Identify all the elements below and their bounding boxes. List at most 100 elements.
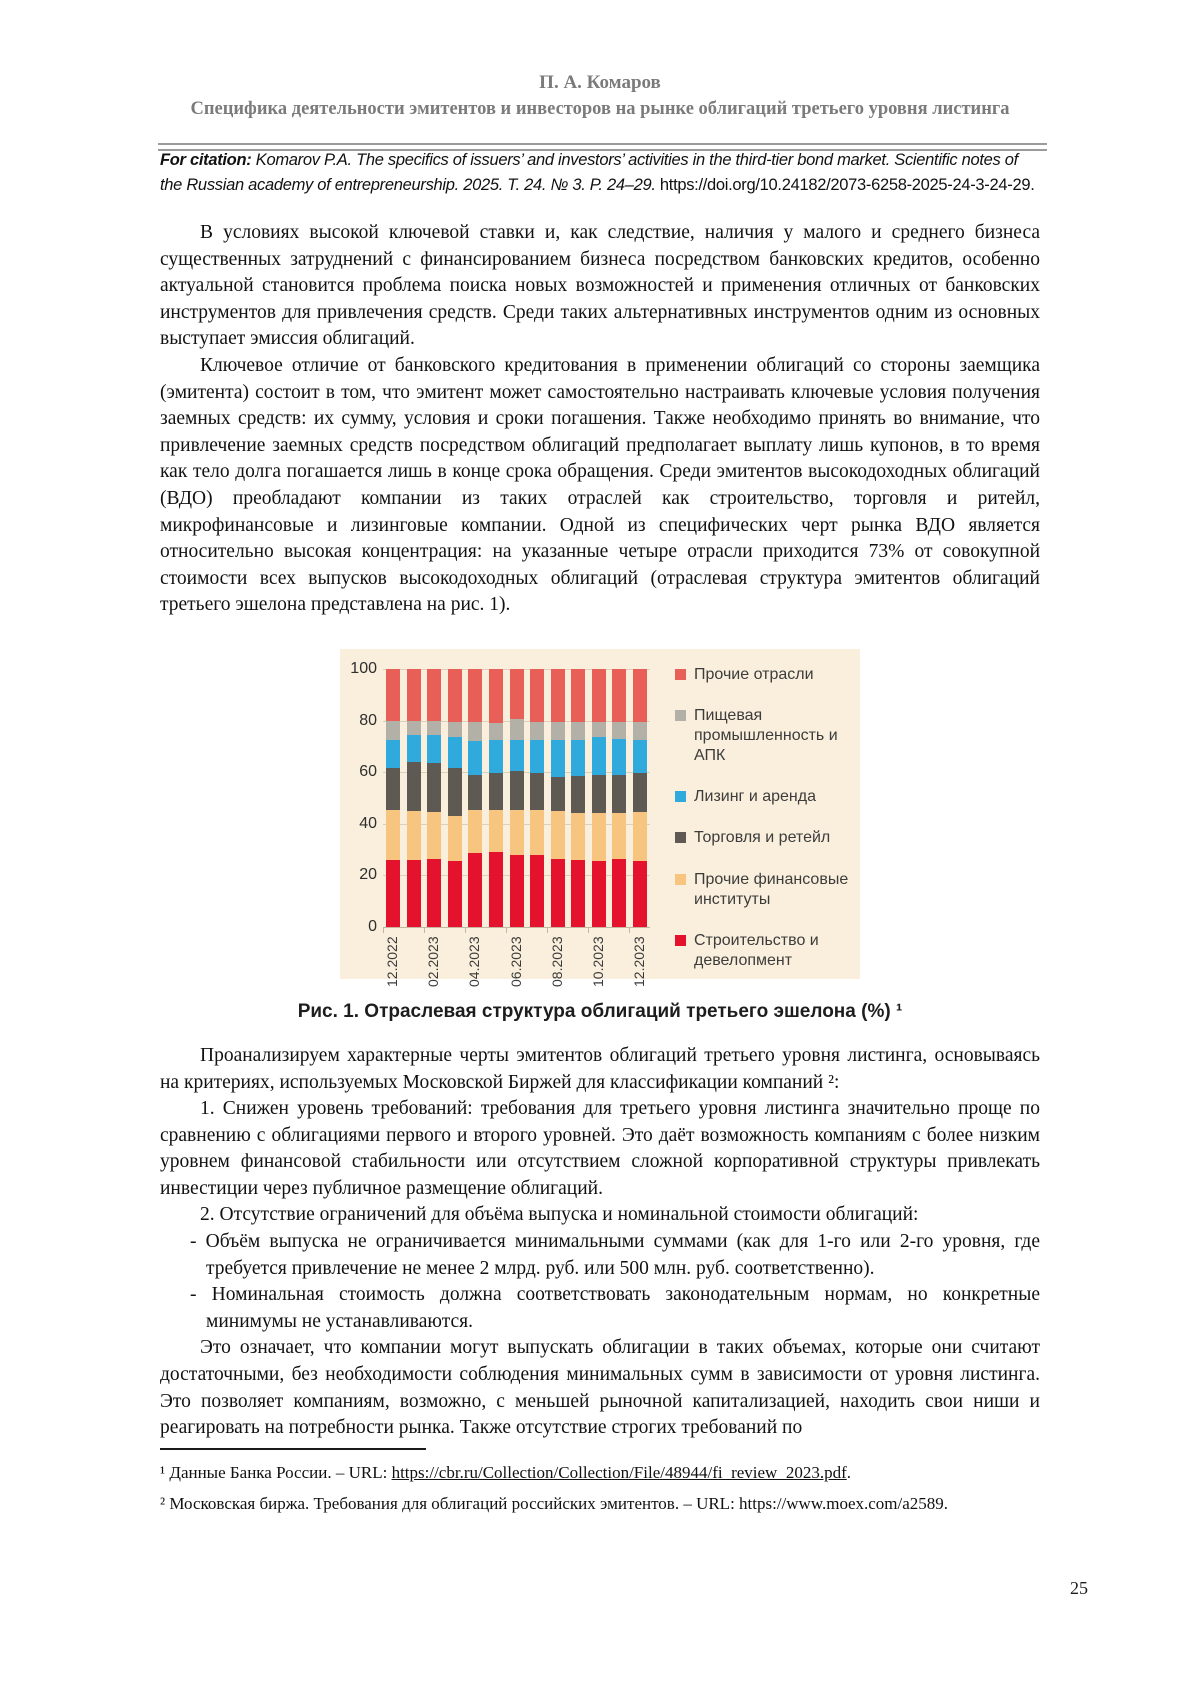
running-head-author: П. А. Комаров — [539, 72, 661, 93]
stacked-bar-12.2022 — [386, 668, 401, 927]
chart-y-tick-label: 20 — [359, 866, 377, 884]
chart-y-tick-label: 60 — [359, 763, 377, 781]
bar-segment — [632, 739, 647, 774]
bar-segment — [550, 668, 565, 722]
bar-segment — [488, 668, 503, 724]
bar-segment — [427, 812, 442, 859]
bar-segment — [386, 720, 401, 740]
bar-segment — [591, 813, 606, 862]
chart-y-tick-label: 80 — [359, 711, 377, 729]
bar-segment — [571, 668, 586, 722]
bar-segment — [612, 721, 627, 739]
bar-segment — [447, 737, 462, 769]
legend-swatch-icon — [675, 710, 686, 722]
bar-segment — [591, 721, 606, 738]
bar-segment — [488, 809, 503, 853]
bar-segment — [612, 858, 627, 927]
legend-swatch-icon — [675, 873, 686, 885]
bar-segment — [632, 773, 647, 813]
bar-segment — [612, 774, 627, 814]
bar-segment — [550, 810, 565, 859]
legend-item: Прочие отрасли — [675, 665, 853, 685]
citation-text: Komarov P.A. The specifics of issuers’ a… — [160, 151, 1018, 194]
bar-segment — [550, 858, 565, 927]
bar-segment — [571, 739, 586, 776]
bar-segment — [550, 721, 565, 740]
bar-segment — [427, 720, 442, 735]
citation-block: For citation: Komarov P.A. The specifics… — [160, 148, 1040, 198]
legend-label: Лизинг и аренда — [694, 788, 816, 806]
bar-segment — [468, 809, 483, 854]
footnote-2: ² Московская биржа. Требования для облиг… — [160, 1494, 949, 1513]
bar-segment — [509, 809, 524, 855]
chart-x-tick-label: 12.2023 — [630, 936, 647, 987]
bar-segment — [550, 739, 565, 778]
bar-segment — [632, 861, 647, 927]
bar-segment — [406, 761, 421, 811]
chart-x-tick-label: 10.2023 — [589, 936, 606, 987]
paragraph-bonds-vs-credit: Ключевое отличие от банковского кредитов… — [160, 354, 1040, 616]
running-head-title: Специфика деятельности эмитентов и инвес… — [190, 99, 1010, 119]
figure-1: 0 20 40 60 80 100 12.2022 02.2023 04.2023 06.2023… — [160, 648, 1040, 1023]
legend-swatch-icon — [675, 791, 686, 803]
legend-label: Прочие финансовые институты — [694, 870, 849, 908]
bar-segment — [530, 668, 545, 722]
bar-segment — [468, 774, 483, 810]
bar-segment — [571, 721, 586, 740]
bar-segment — [488, 773, 503, 810]
bar-segment — [386, 768, 401, 810]
chart-x-tick-mark — [383, 926, 384, 933]
stacked-bar-08.2023 — [550, 668, 565, 927]
bar-segment — [591, 737, 606, 775]
figure-chart: 0 20 40 60 80 100 12.2022 02.2023 04.2023 06.2023… — [340, 648, 860, 987]
chart-x-tick-label: 02.2023 — [425, 936, 442, 987]
bar-segment — [406, 810, 421, 860]
bar-segment — [447, 861, 462, 927]
bar-segment — [386, 859, 401, 927]
chart-x-tick-label: 08.2023 — [548, 936, 565, 987]
chart-x-tick-mark — [629, 926, 631, 933]
stacked-bar-02.2023 — [427, 668, 442, 927]
bar-segment — [386, 809, 401, 860]
running-head: П. А. Комаров Специфика деятельности эми… — [160, 0, 1040, 122]
chart-y-tick-label: 0 — [368, 917, 377, 935]
stacked-bar-05.2023 — [488, 668, 503, 927]
footnote-1-url-link[interactable]: https://cbr.ru/Collection/Collection/Fil… — [391, 1463, 847, 1482]
bar-segment — [530, 721, 545, 740]
citation-doi-link[interactable]: https://doi.org/10.24182/2073-6258-2025-… — [659, 176, 1035, 194]
bar-segment — [530, 809, 545, 855]
stacked-bar-07.2023 — [530, 668, 545, 927]
bar-segment — [488, 739, 503, 774]
bar-segment — [571, 775, 586, 814]
bar-segment — [427, 858, 442, 927]
bar-segment — [468, 668, 483, 722]
chart-x-tick-mark — [547, 926, 549, 933]
footnote-divider — [160, 1448, 426, 1450]
bar-segment — [632, 668, 647, 722]
bullet-issue-volume: - Объём выпуска не ограничивается минима… — [190, 1231, 1040, 1279]
bar-segment — [612, 668, 627, 722]
bar-segment — [530, 739, 545, 774]
stacked-bar-06.2023 — [509, 668, 524, 927]
bar-segment — [509, 739, 524, 771]
page-number: 25 — [1070, 1578, 1088, 1598]
bar-segment — [632, 721, 647, 740]
chart-y-tick-label: 40 — [359, 814, 377, 832]
stacked-bar-12.2023 — [632, 668, 647, 927]
stacked-bar-01.2023 — [406, 668, 421, 927]
bar-segment — [386, 739, 401, 769]
bar-segment — [427, 668, 442, 721]
legend-label: Пищевая промышленность и АПК — [694, 707, 838, 765]
bar-segment — [427, 734, 442, 764]
bar-segment — [406, 720, 421, 735]
bar-segment — [468, 853, 483, 927]
legend-item: Лизинг и аренда — [675, 787, 853, 807]
footnote-1: ¹ Данные Банка России. – URL: https://cb… — [160, 1460, 1040, 1485]
bar-segment — [612, 813, 627, 859]
bar-segment — [591, 774, 606, 814]
paragraph-intro: В условиях высокой ключевой ставки и, ка… — [160, 222, 1040, 350]
paragraph-conclusion: Это означает, что компании могут выпуска… — [160, 1337, 1040, 1439]
legend-swatch-icon — [675, 832, 686, 844]
chart-x-tick-mark — [424, 926, 426, 933]
